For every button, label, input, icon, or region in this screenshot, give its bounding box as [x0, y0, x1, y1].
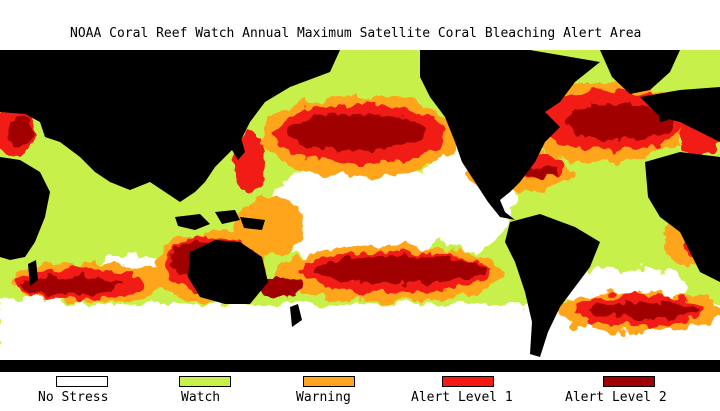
- legend-label-warning: Warning: [296, 390, 351, 405]
- legend-label-watch: Watch: [181, 390, 221, 405]
- legend-label-alert-level-2: Alert Level 2: [565, 390, 667, 405]
- legend-swatch-watch: [179, 376, 231, 387]
- legend-swatch-alert-level-2: [603, 376, 655, 387]
- legend-swatch-alert-level-1: [442, 376, 494, 387]
- world-map-svg: [0, 42, 720, 372]
- legend-swatch-no-stress: [56, 376, 108, 387]
- land-masses: [0, 50, 720, 372]
- legend-label-alert-level-1: Alert Level 1: [411, 390, 513, 405]
- map-title: NOAA Coral Reef Watch Annual Maximum Sat…: [0, 11, 720, 56]
- map-title-text: NOAA Coral Reef Watch Annual Maximum Sat…: [70, 26, 642, 41]
- legend-swatch-warning: [303, 376, 355, 387]
- world-map: [0, 42, 720, 372]
- legend: No Stress Watch Warning Alert Level 1 Al…: [0, 376, 720, 411]
- legend-label-no-stress: No Stress: [38, 390, 109, 405]
